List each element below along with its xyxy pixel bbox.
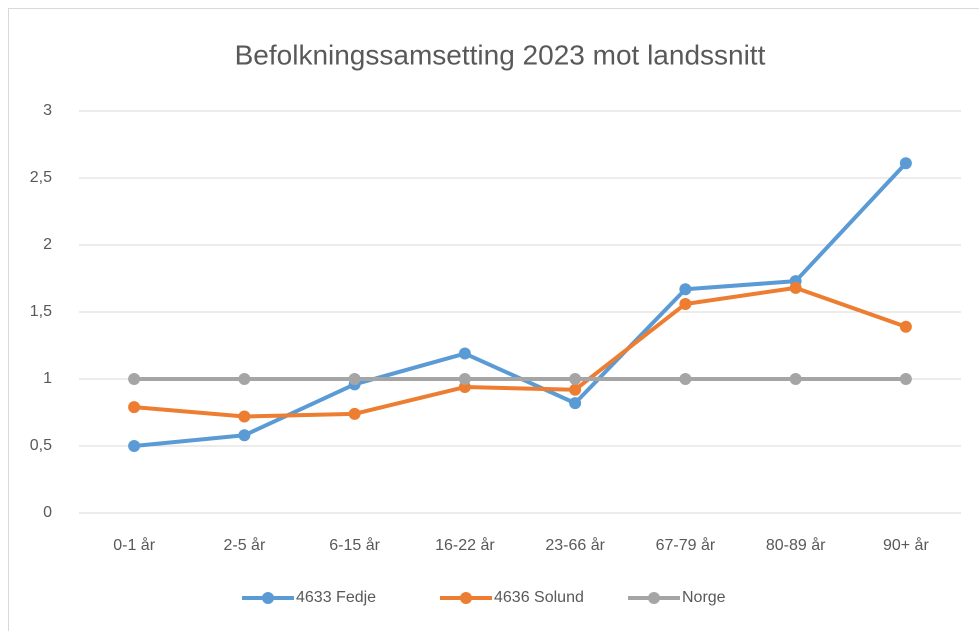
legend-label: 4633 Fedje [296, 589, 376, 606]
data-point [238, 410, 251, 423]
data-point [679, 283, 692, 296]
data-point [128, 373, 141, 385]
data-point [569, 383, 582, 396]
data-point [458, 347, 471, 360]
legend-marker [648, 592, 660, 604]
y-tick-label: 0 [43, 504, 52, 521]
data-point [679, 373, 692, 385]
y-tick-label: 3 [43, 102, 52, 119]
chart-title: Befolkningssamsetting 2023 mot landssnit… [235, 39, 766, 70]
x-tick-label: 0-1 år [113, 536, 155, 554]
y-tick-label: 1,5 [30, 303, 52, 320]
data-point [128, 440, 141, 452]
x-tick-label: 80-89 år [766, 536, 826, 554]
data-point [569, 373, 582, 385]
legend-label: Norge [682, 589, 726, 606]
data-point [789, 281, 802, 294]
x-tick-label: 23-66 år [545, 536, 605, 554]
y-tick-label: 0,5 [30, 437, 52, 454]
chart-frame [8, 8, 979, 631]
data-point [899, 320, 912, 333]
legend-marker [460, 592, 472, 604]
y-tick-label: 1 [43, 370, 52, 387]
x-tick-label: 16-22 år [435, 536, 495, 554]
data-point [899, 373, 912, 385]
data-point [238, 373, 251, 385]
x-tick-label: 67-79 år [656, 536, 716, 554]
data-point [569, 397, 582, 410]
y-tick-label: 2 [43, 236, 52, 253]
y-tick-label: 2,5 [30, 169, 52, 186]
data-point [458, 373, 471, 385]
data-point [128, 401, 141, 414]
data-point [789, 373, 802, 385]
data-point [679, 297, 692, 310]
x-tick-label: 2-5 år [223, 536, 265, 554]
data-point [238, 429, 251, 442]
x-tick-label: 6-15 år [329, 536, 380, 554]
series-line [133, 285, 907, 419]
data-point [348, 373, 361, 385]
data-point [899, 157, 912, 170]
data-point [348, 407, 361, 420]
x-tick-label: 90+ år [883, 536, 929, 554]
legend-marker [262, 592, 274, 604]
legend-label: 4636 Solund [494, 589, 584, 606]
